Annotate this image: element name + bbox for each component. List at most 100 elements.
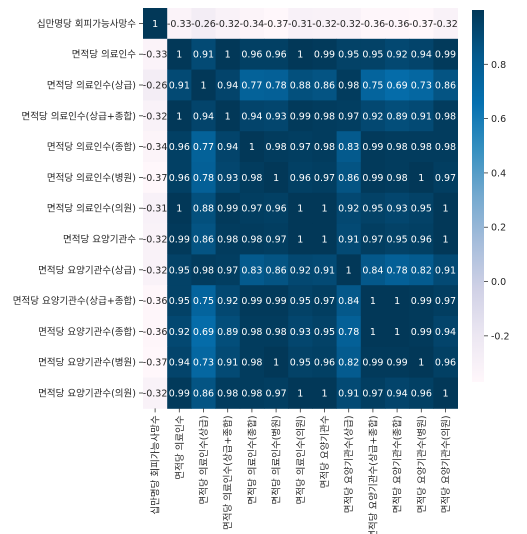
cell-value-label: 0.94: [435, 327, 456, 338]
cell-value-label: 0.99: [362, 173, 383, 184]
column-label: 면적당 요양기관수: [319, 415, 331, 488]
heatmap-cell: [191, 69, 216, 101]
heatmap-cell: [167, 316, 192, 348]
heatmap-cell: [215, 131, 241, 163]
heatmap-cell: [360, 254, 386, 286]
heatmap-cell: [312, 377, 337, 409]
cell-value-label: 0.93: [290, 327, 311, 338]
cell-value-label: 1: [176, 111, 182, 122]
heatmap-cell: [433, 254, 458, 286]
heatmap-cell: [336, 316, 362, 348]
heatmap-cell: [191, 254, 216, 286]
heatmap-cell: [312, 131, 337, 163]
heatmap-cell: [385, 223, 410, 255]
cell-value-label: 0.91: [338, 235, 359, 246]
cell-value-label: 0.86: [314, 81, 335, 92]
column-label: 면적당 요양기관수(상급+종합): [367, 415, 379, 534]
cell-value-label: 0.91: [411, 111, 432, 122]
heatmap-cell: [167, 69, 192, 101]
cell-value-label: 0.89: [387, 111, 408, 122]
heatmap-cell: [433, 131, 458, 163]
cell-value-label: 0.95: [290, 296, 311, 307]
heatmap-cell: [167, 38, 192, 70]
colorbar-tick-label: 0.6: [491, 114, 506, 125]
heatmap-cell: [264, 254, 289, 286]
heatmap-cell: [215, 377, 241, 409]
cell-value-label: 0.91: [193, 50, 214, 61]
cell-value-label: 0.98: [241, 173, 262, 184]
heatmap-cell: [191, 192, 216, 224]
heatmap-cell: [264, 162, 289, 194]
cell-value-label: 0.96: [169, 173, 190, 184]
heatmap-cell: [433, 316, 458, 348]
cell-value-label: 0.94: [241, 111, 262, 122]
heatmap-cell: [312, 162, 337, 194]
heatmap-cell: [143, 69, 168, 101]
heatmap-cell: [215, 100, 241, 132]
cell-value-label: 0.99: [362, 142, 383, 153]
colorbar-ticks: 0.8 0.6 0.4 0.2 0.0 -0.2: [484, 60, 510, 342]
heatmap-cell: [239, 162, 265, 194]
heatmap-cell: [433, 346, 458, 378]
cell-value-label: 0.89: [217, 327, 238, 338]
heatmap-cell: [239, 346, 265, 378]
cell-value-label: 0.92: [362, 111, 383, 122]
cell-value-label: 1: [297, 204, 303, 215]
heatmap-cell: [336, 254, 362, 286]
heatmap-cell: [191, 316, 216, 348]
heatmap-cell: [215, 285, 241, 317]
cell-value-label: 0.78: [387, 265, 408, 276]
cell-value-label: 0.95: [169, 265, 190, 276]
cell-value-label: 0.98: [193, 265, 214, 276]
column-label: 면적당 의료인수(상급): [198, 415, 210, 504]
cell-value-label: 0.99: [314, 50, 335, 61]
cell-value-label: 0.98: [241, 358, 262, 369]
heatmap-cell: [239, 285, 265, 317]
heatmap-cell: [288, 38, 313, 70]
cell-value-label: -0.26: [191, 19, 216, 30]
cell-value-label: 0.94: [387, 389, 408, 400]
heatmap-cell: [385, 69, 410, 101]
cell-value-label: 0.98: [435, 111, 456, 122]
heatmap-cell: [264, 8, 289, 40]
heatmap-cell: [143, 254, 168, 286]
heatmap-cell: [288, 346, 313, 378]
cell-value-label: 0.96: [290, 173, 311, 184]
cell-value-label: 0.94: [217, 142, 238, 153]
cell-value-label: 0.73: [411, 81, 432, 92]
cell-value-label: 0.95: [411, 204, 432, 215]
cell-value-label: -0.32: [336, 19, 361, 30]
heatmap-cell: [433, 377, 458, 409]
cell-value-label: 1: [200, 81, 206, 92]
heatmap-cell: [433, 8, 458, 40]
cell-value-label: 0.75: [362, 81, 383, 92]
heatmap-cell: [433, 285, 458, 317]
cell-value-label: 1: [394, 296, 400, 307]
heatmap-cell: [239, 8, 265, 40]
cell-value-label: -0.37: [143, 358, 168, 369]
cell-value-label: -0.32: [143, 389, 168, 400]
heatmap-cell: [264, 316, 289, 348]
column-label: 면적당 요양기관수(병원): [416, 415, 428, 513]
row-label: 면적당 의료인수(상급): [47, 80, 136, 92]
cell-value-label: 0.78: [266, 81, 287, 92]
cell-value-label: 1: [273, 358, 279, 369]
cell-value-label: 0.94: [217, 81, 238, 92]
cell-value-label: 0.99: [411, 327, 432, 338]
colorbar-tick-label: 0.2: [491, 223, 506, 234]
cell-value-label: 0.97: [435, 296, 456, 307]
cell-value-label: 0.73: [193, 358, 214, 369]
row-label: 면적당 요양기관수(상급+종합): [13, 295, 136, 307]
cell-value-label: 0.98: [217, 389, 238, 400]
cell-value-label: 0.84: [362, 265, 383, 276]
cell-value-label: 0.98: [387, 173, 408, 184]
row-label: 면적당 의료인수: [72, 49, 136, 61]
row-label: 면적당 요양기관수(병원): [38, 357, 136, 369]
cell-value-label: 1: [321, 204, 327, 215]
heatmap-cell: [239, 131, 265, 163]
heatmap-cell: [385, 162, 410, 194]
cell-value-label: 0.78: [193, 173, 214, 184]
cell-value-label: 1: [249, 142, 255, 153]
heatmap-cell: [264, 131, 289, 163]
